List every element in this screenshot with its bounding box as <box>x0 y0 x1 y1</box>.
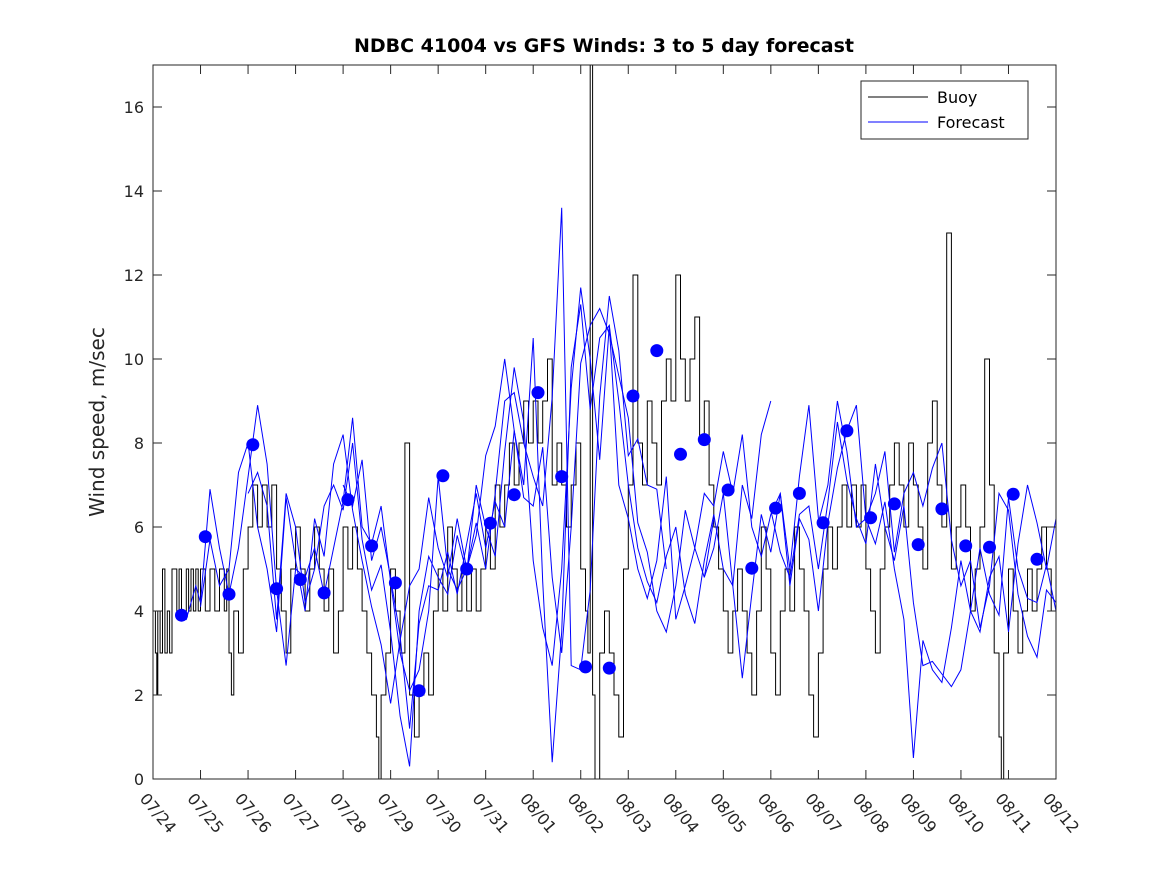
y-axis-label: Wind speed, m/sec <box>85 327 109 517</box>
forecast-marker-16 <box>531 386 545 400</box>
forecast-marker-11 <box>412 684 426 698</box>
buoy-line <box>153 65 1056 779</box>
y-tick-label: 16 <box>124 98 144 117</box>
forecast-line-4 <box>342 307 819 729</box>
forecast-marker-28 <box>816 516 830 530</box>
forecast-line-1 <box>176 207 667 693</box>
forecast-marker-35 <box>983 540 996 554</box>
forecast-marker-23 <box>697 433 711 447</box>
buoy-series <box>153 65 1056 779</box>
axes-frame <box>152 64 1057 780</box>
y-tick-label: 10 <box>124 350 144 369</box>
forecast-marker-27 <box>792 486 806 500</box>
y-tick-label: 6 <box>134 518 144 537</box>
forecast-marker-17 <box>555 470 569 484</box>
forecast-marker-12 <box>436 469 450 483</box>
forecast-marker-29 <box>840 424 854 438</box>
forecast-marker-32 <box>911 538 925 552</box>
forecast-marker-14 <box>483 516 497 530</box>
y-tick-label: 0 <box>134 770 144 789</box>
forecast-series <box>176 207 1056 767</box>
forecast-marker-13 <box>460 562 474 576</box>
y-tick-label: 14 <box>124 182 144 201</box>
forecast-marker-36 <box>1006 487 1020 501</box>
forecast-marker-18 <box>579 660 592 674</box>
forecast-marker-7 <box>317 586 331 600</box>
forecast-marker-21 <box>650 344 664 358</box>
legend: Buoy Forecast <box>860 80 1029 140</box>
legend-buoy-label: Buoy <box>937 88 977 107</box>
forecast-marker-30 <box>864 511 878 525</box>
forecast-marker-9 <box>365 539 379 553</box>
plot-area <box>152 64 1057 780</box>
forecast-marker-26 <box>769 501 783 515</box>
forecast-markers <box>175 344 1044 698</box>
forecast-marker-19 <box>602 661 616 675</box>
y-tick-label: 12 <box>124 266 144 285</box>
forecast-marker-25 <box>745 561 759 575</box>
forecast-marker-10 <box>388 576 402 590</box>
y-tick-label: 2 <box>134 686 144 705</box>
forecast-marker-22 <box>674 447 687 461</box>
axes-background <box>153 65 1056 779</box>
forecast-marker-24 <box>721 483 735 497</box>
forecast-marker-34 <box>959 539 973 553</box>
forecast-marker-20 <box>626 389 640 403</box>
forecast-marker-5 <box>270 582 284 596</box>
forecast-line-3 <box>247 287 772 767</box>
forecast-line-5 <box>703 405 1056 759</box>
forecast-marker-2 <box>198 530 212 544</box>
chart-title: NDBC 41004 vs GFS Winds: 3 to 5 day fore… <box>354 35 854 57</box>
forecast-marker-4 <box>246 438 260 452</box>
forecast-line-6 <box>770 421 1056 688</box>
forecast-marker-37 <box>1030 552 1044 566</box>
legend-forecast-label: Forecast <box>937 113 1005 132</box>
forecast-marker-6 <box>293 573 307 586</box>
legend-box <box>860 80 1029 140</box>
forecast-marker-8 <box>341 493 355 507</box>
forecast-marker-33 <box>935 502 949 516</box>
forecast-marker-31 <box>887 497 901 511</box>
forecast-marker-15 <box>507 488 521 502</box>
y-tick-label: 4 <box>134 602 144 621</box>
y-axis: 0 2 4 6 8 10 12 14 16 <box>124 98 1056 789</box>
y-tick-label: 8 <box>134 434 144 453</box>
forecast-marker-1 <box>175 608 188 622</box>
forecast-line-7 <box>817 400 1056 659</box>
forecast-marker-3 <box>222 587 236 601</box>
